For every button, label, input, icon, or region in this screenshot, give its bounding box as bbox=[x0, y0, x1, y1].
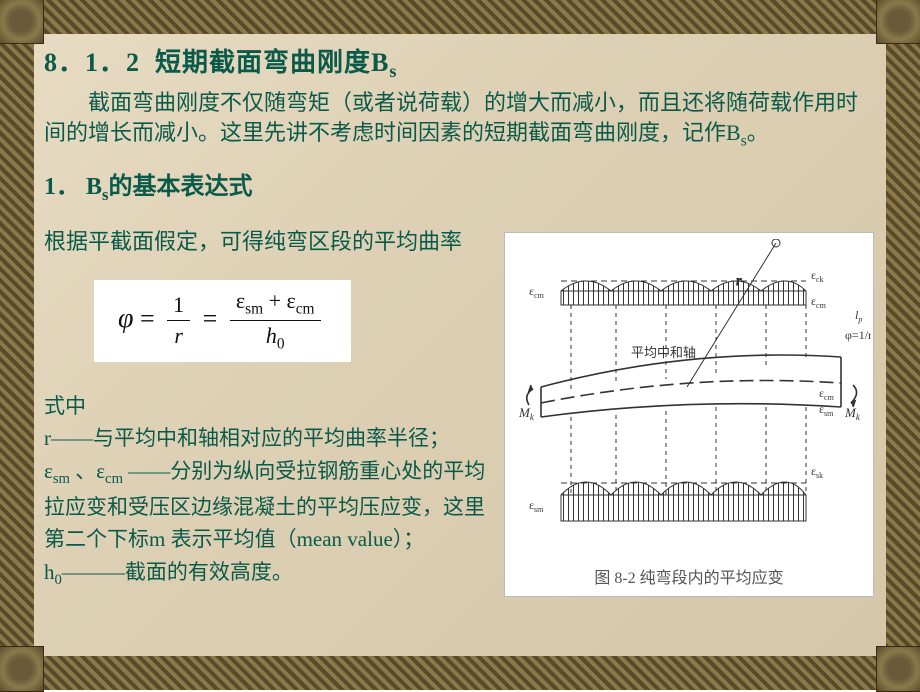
frac1-den: r bbox=[167, 321, 190, 349]
label-eps-sm-side: εsm bbox=[819, 402, 834, 418]
label-eps-cm-side: εcm bbox=[819, 386, 835, 402]
corner-ornament-br bbox=[876, 646, 920, 692]
frac2-num: εsm + εcm bbox=[230, 288, 321, 321]
top-strain-block bbox=[561, 281, 806, 305]
sub-heading: 1． Bs的基本表达式 bbox=[44, 166, 876, 205]
content-area: 8．1．2 短期截面弯曲刚度Bs 截面弯曲刚度不仅随弯矩（或者说荷载）的增大而减… bbox=[44, 42, 876, 648]
def-r: r——与平均中和轴相对应的平均曲率半径； bbox=[44, 422, 494, 455]
heading-sub: s bbox=[389, 61, 397, 81]
definitions-block: 式中 r——与平均中和轴相对应的平均曲率半径； εsm 、εcm ——分别为纵向… bbox=[44, 390, 494, 592]
eps-pre2: ε bbox=[96, 459, 105, 483]
figure-8-2: r bbox=[504, 232, 874, 597]
frac1-num: 1 bbox=[167, 292, 190, 321]
eps-sub2: cm bbox=[105, 471, 123, 487]
label-eps-sk: εsk bbox=[811, 464, 823, 480]
figure-svg: r bbox=[511, 239, 871, 555]
h-sub: 0 bbox=[277, 336, 285, 353]
paragraph-tail: 。 bbox=[747, 120, 769, 145]
formula-frac1: 1 r bbox=[167, 292, 190, 349]
label-eps-cm-top: εcm bbox=[811, 294, 827, 310]
eps-sm-sub: sm bbox=[245, 300, 263, 317]
body-paragraph: 截面弯曲刚度不仅随弯矩（或者说荷载）的增大而减小，而且还将随荷载作用时间的增长而… bbox=[44, 88, 876, 152]
eps-pre1: ε bbox=[44, 459, 53, 483]
h0-pre: h bbox=[44, 560, 55, 584]
figure-caption: 图 8-2 纯弯段内的平均应变 bbox=[511, 564, 867, 588]
corner-ornament-tr bbox=[876, 0, 920, 44]
bottom-strain-block bbox=[561, 482, 806, 521]
formula-frac2: εsm + εcm h0 bbox=[230, 288, 321, 354]
paragraph-text: 截面弯曲刚度不仅随弯矩（或者说荷载）的增大而减小，而且还将随荷载作用时间的增长而… bbox=[44, 90, 858, 145]
def-eps: εsm 、εcm ——分别为纵向受拉钢筋重心处的平均拉应变和受压区边缘混凝土的平… bbox=[44, 455, 494, 556]
label-mk-right: Mk bbox=[844, 405, 861, 422]
label-eps-sm-left: εsm bbox=[529, 498, 544, 514]
label-phi-eq: φ=1/r bbox=[845, 328, 871, 342]
h-symbol: h bbox=[266, 323, 277, 348]
heading-title: 短期截面弯曲刚度B bbox=[155, 48, 389, 77]
corner-ornament-tl bbox=[0, 0, 44, 44]
label-r: r bbox=[736, 274, 742, 289]
formula-eq2: = bbox=[203, 304, 218, 333]
eps-sep: 、 bbox=[70, 459, 96, 483]
h0-sub: 0 bbox=[55, 572, 62, 588]
label-eps-cm-left: εcm bbox=[529, 284, 545, 300]
frac2-den: h0 bbox=[230, 321, 321, 353]
subheading-post: 的基本表达式 bbox=[109, 174, 253, 200]
subheading-number: 1． bbox=[44, 174, 80, 200]
heading-number: 8．1．2 bbox=[44, 48, 140, 77]
h0-post: ———截面的有效高度。 bbox=[62, 560, 293, 584]
formula-eq1: = bbox=[140, 304, 155, 333]
section-heading: 8．1．2 短期截面弯曲刚度Bs bbox=[44, 42, 876, 82]
def-h0: h0———截面的有效高度。 bbox=[44, 556, 494, 592]
slide-page: 8．1．2 短期截面弯曲刚度Bs 截面弯曲刚度不仅随弯矩（或者说荷载）的增大而减… bbox=[0, 0, 920, 690]
beam-segment bbox=[527, 355, 857, 417]
corner-ornament-bl bbox=[0, 646, 44, 692]
defs-label: 式中 bbox=[44, 390, 494, 423]
eps-sub1: sm bbox=[53, 471, 70, 487]
formula-phi: φ bbox=[118, 303, 134, 334]
formula-box: φ = 1 r = εsm + εcm h0 bbox=[94, 280, 351, 362]
eps-cm-sub: cm bbox=[296, 300, 315, 317]
label-mk-left: Mk bbox=[518, 405, 535, 422]
label-lp: lp bbox=[855, 308, 862, 324]
label-eps-ck: εck bbox=[811, 268, 824, 284]
label-neutral-axis: 平均中和轴 bbox=[631, 345, 696, 360]
subheading-pre: B bbox=[86, 174, 102, 200]
